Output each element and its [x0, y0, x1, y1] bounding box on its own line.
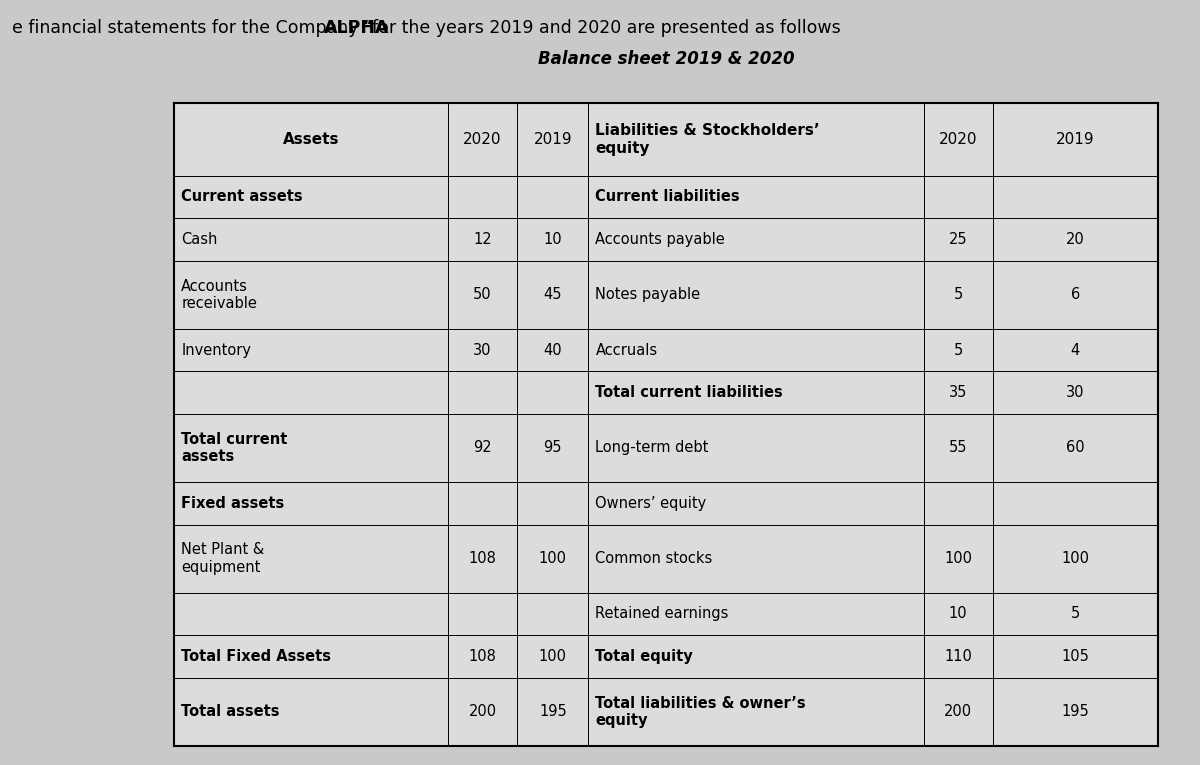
Text: 100: 100 — [1061, 551, 1090, 566]
Text: 45: 45 — [544, 288, 562, 302]
Text: Total equity: Total equity — [595, 649, 694, 664]
Text: 195: 195 — [539, 705, 566, 719]
Text: 25: 25 — [949, 232, 967, 247]
Text: 200: 200 — [944, 705, 972, 719]
Text: Total liabilities & owner’s
equity: Total liabilities & owner’s equity — [595, 695, 806, 728]
Text: 2020: 2020 — [463, 132, 502, 147]
Text: ”for the years 2019 and 2020 are presented as follows: ”for the years 2019 and 2020 are present… — [364, 19, 841, 37]
Text: Net Plant &
equipment: Net Plant & equipment — [181, 542, 264, 575]
Text: Cash: Cash — [181, 232, 217, 247]
Text: 195: 195 — [1062, 705, 1090, 719]
Text: Accounts
receivable: Accounts receivable — [181, 278, 257, 311]
Text: Total current
assets: Total current assets — [181, 431, 288, 464]
Text: Current assets: Current assets — [181, 190, 302, 204]
Text: 95: 95 — [544, 441, 562, 455]
Text: 35: 35 — [949, 385, 967, 400]
Text: 108: 108 — [468, 649, 497, 664]
Text: Total assets: Total assets — [181, 705, 280, 719]
Text: Long-term debt: Long-term debt — [595, 441, 709, 455]
Text: Common stocks: Common stocks — [595, 551, 713, 566]
Text: 2019: 2019 — [534, 132, 572, 147]
Text: 2019: 2019 — [1056, 132, 1094, 147]
Text: 30: 30 — [473, 343, 492, 357]
Text: Inventory: Inventory — [181, 343, 251, 357]
Text: Liabilities & Stockholders’
equity: Liabilities & Stockholders’ equity — [595, 123, 820, 155]
Text: 50: 50 — [473, 288, 492, 302]
Text: 55: 55 — [949, 441, 967, 455]
Text: 10: 10 — [544, 232, 562, 247]
Text: 100: 100 — [539, 551, 566, 566]
Text: Assets: Assets — [282, 132, 340, 147]
Text: 5: 5 — [954, 288, 962, 302]
Text: 92: 92 — [473, 441, 492, 455]
Text: Total current liabilities: Total current liabilities — [595, 385, 784, 400]
Text: 20: 20 — [1066, 232, 1085, 247]
Text: e financial statements for the Company “: e financial statements for the Company “ — [12, 19, 373, 37]
Text: 12: 12 — [473, 232, 492, 247]
Text: Current liabilities: Current liabilities — [595, 190, 740, 204]
Text: Fixed assets: Fixed assets — [181, 496, 284, 511]
Text: 6: 6 — [1070, 288, 1080, 302]
Text: Accounts payable: Accounts payable — [595, 232, 725, 247]
Text: 105: 105 — [1062, 649, 1090, 664]
Text: Balance sheet 2019 & 2020: Balance sheet 2019 & 2020 — [538, 50, 794, 68]
Text: Retained earnings: Retained earnings — [595, 607, 728, 621]
Text: ALPHA: ALPHA — [324, 19, 390, 37]
Text: 60: 60 — [1066, 441, 1085, 455]
Text: 5: 5 — [1070, 607, 1080, 621]
Text: 110: 110 — [944, 649, 972, 664]
Text: 100: 100 — [944, 551, 972, 566]
Text: 108: 108 — [468, 551, 497, 566]
Text: Notes payable: Notes payable — [595, 288, 701, 302]
Text: 10: 10 — [949, 607, 967, 621]
Text: 4: 4 — [1070, 343, 1080, 357]
Text: Accruals: Accruals — [595, 343, 658, 357]
Text: Total Fixed Assets: Total Fixed Assets — [181, 649, 331, 664]
Text: 5: 5 — [954, 343, 962, 357]
Text: Owners’ equity: Owners’ equity — [595, 496, 707, 511]
Text: 40: 40 — [544, 343, 562, 357]
Text: 2020: 2020 — [938, 132, 978, 147]
Text: 100: 100 — [539, 649, 566, 664]
Text: 200: 200 — [468, 705, 497, 719]
Text: 30: 30 — [1066, 385, 1085, 400]
